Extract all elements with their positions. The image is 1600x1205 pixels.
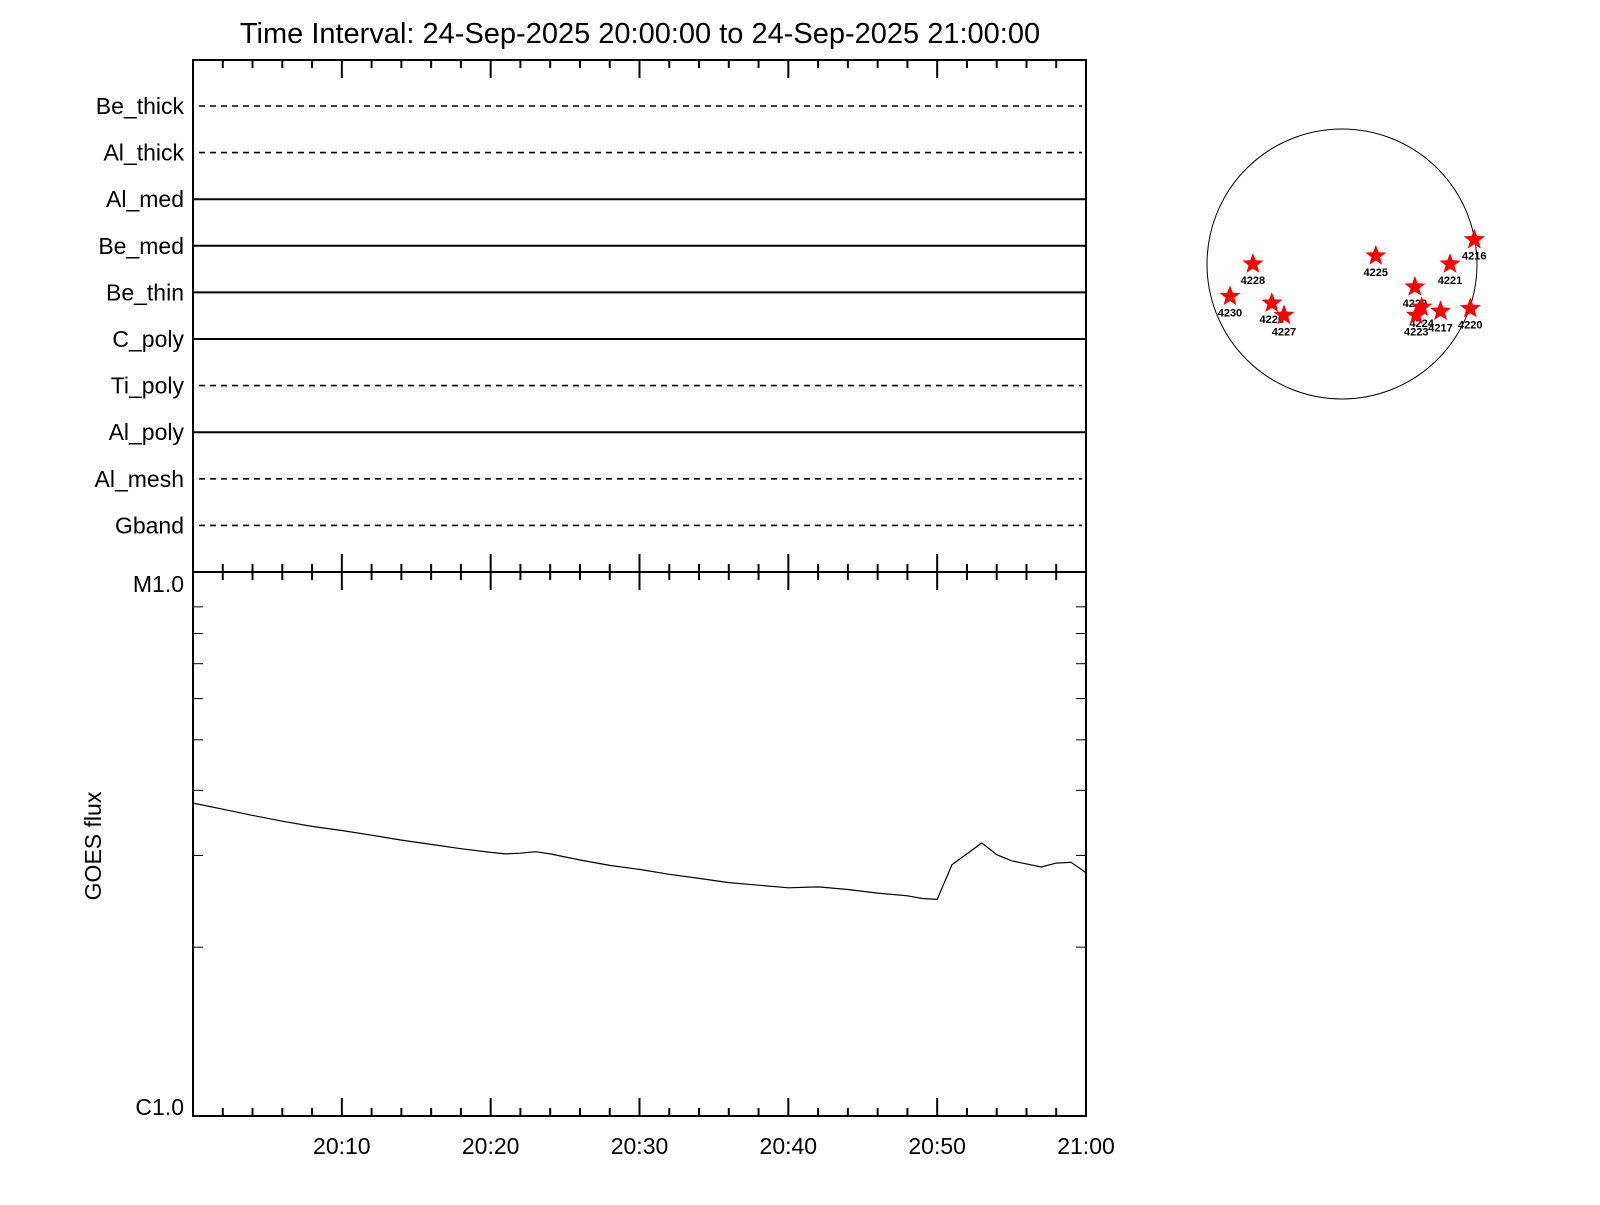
active-region-star bbox=[1242, 253, 1264, 273]
active-region-star bbox=[1463, 228, 1485, 249]
x-tick-label: 20:50 bbox=[908, 1133, 966, 1159]
active-region-star bbox=[1439, 253, 1461, 273]
x-tick-label: 21:00 bbox=[1057, 1133, 1115, 1159]
filter-row-label: Al_mesh bbox=[95, 466, 184, 492]
goes-y-axis-label: GOES flux bbox=[80, 791, 106, 900]
active-region-label: 4228 bbox=[1241, 275, 1265, 287]
active-region-star bbox=[1459, 297, 1481, 318]
active-region-star bbox=[1405, 304, 1427, 325]
plot-title: Time Interval: 24-Sep-2025 20:00:00 to 2… bbox=[240, 18, 1040, 50]
active-region-star bbox=[1404, 275, 1426, 296]
active-region-star bbox=[1430, 300, 1451, 321]
filter-panel-frame bbox=[192, 59, 1087, 573]
filter-rows: Be_thick Al_thick Al_med Be_med Be_thin C_pol… bbox=[95, 93, 1086, 538]
y-tick-label-c1: C1.0 bbox=[135, 1094, 184, 1120]
x-tick-labels: 20:10 20:20 20:30 20:40 20:50 21:00 bbox=[313, 1133, 1115, 1159]
filter-row-label: Be_med bbox=[98, 233, 184, 259]
filter-row-label: Al_thick bbox=[103, 140, 184, 166]
filter-row-label: Al_med bbox=[106, 186, 184, 212]
goes-panel-frame bbox=[192, 571, 1087, 1117]
active-region-star bbox=[1273, 304, 1295, 325]
solar-disk-limb bbox=[1206, 128, 1478, 400]
filter-row-label: Be_thin bbox=[106, 279, 184, 305]
active-region-star bbox=[1219, 285, 1241, 306]
active-region-star bbox=[1261, 292, 1283, 312]
x-tick-label: 20:20 bbox=[462, 1133, 520, 1159]
active-region-label: 4220 bbox=[1458, 320, 1482, 332]
goes-panel-ticks bbox=[192, 572, 1087, 1116]
active-region-label: 4225 bbox=[1364, 267, 1388, 279]
filter-row-label: Gband bbox=[115, 512, 184, 538]
goes-flux-line bbox=[192, 802, 1087, 901]
active-region-label: 4223 bbox=[1404, 326, 1428, 338]
x-tick-label: 20:10 bbox=[313, 1133, 371, 1159]
solar-disk-map: 4216422142254228422942304226422742244223… bbox=[1206, 128, 1487, 400]
filter-row-label: Be_thick bbox=[96, 93, 185, 119]
active-region-label: 4230 bbox=[1218, 307, 1242, 319]
filter-row-label: C_poly bbox=[112, 326, 184, 352]
active-region-label: 4227 bbox=[1272, 326, 1296, 338]
x-tick-label: 20:40 bbox=[760, 1133, 818, 1159]
active-region-markers: 4216422142254228422942304226422742244223… bbox=[1218, 228, 1487, 338]
active-region-star bbox=[1411, 296, 1433, 317]
filter-panel-ticks bbox=[192, 60, 1087, 572]
active-region-star bbox=[1365, 244, 1387, 265]
filter-row-label: Al_poly bbox=[109, 419, 185, 445]
active-region-label: 4221 bbox=[1438, 275, 1462, 287]
filter-row-label: Ti_poly bbox=[111, 373, 185, 399]
active-region-label: 4216 bbox=[1462, 251, 1486, 263]
x-tick-label: 20:30 bbox=[611, 1133, 669, 1159]
y-tick-label-m1: M1.0 bbox=[133, 571, 184, 597]
active-region-label: 4224 bbox=[1409, 318, 1434, 330]
active-region-label: 4217 bbox=[1428, 322, 1452, 334]
